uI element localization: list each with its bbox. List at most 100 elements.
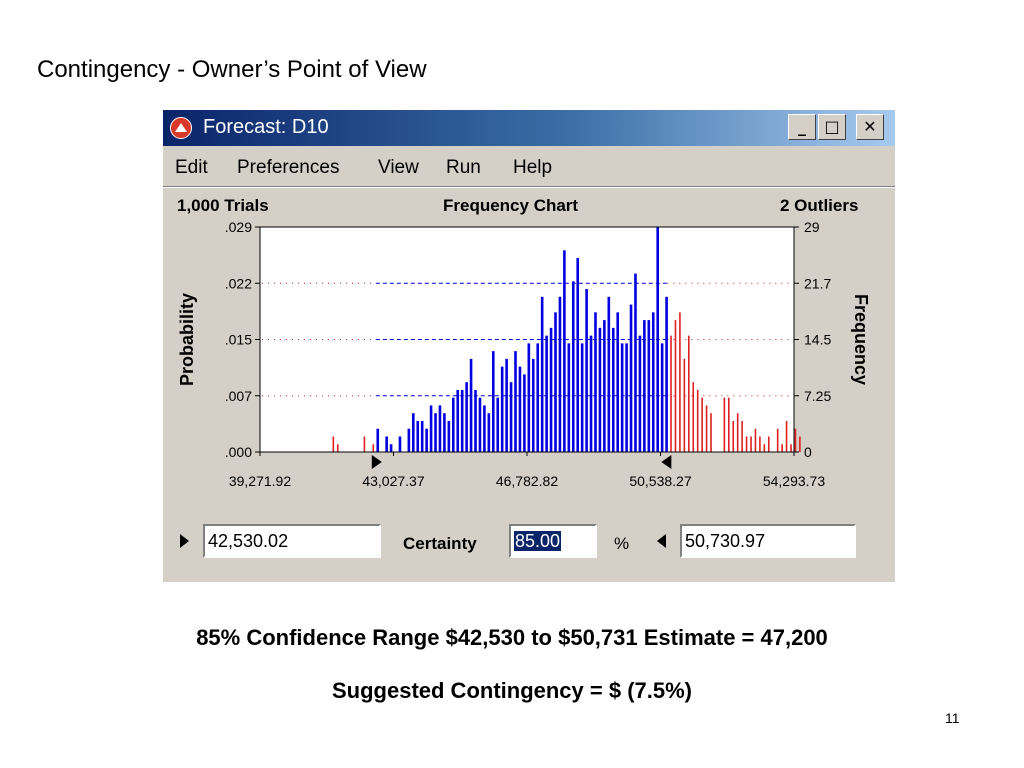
histogram-bar (389, 444, 393, 452)
histogram-bar (594, 312, 597, 452)
menu-run[interactable]: Run (446, 157, 481, 178)
histogram-bar (767, 436, 770, 452)
histogram-bar (483, 405, 486, 452)
y2-tick-label: 14.5 (804, 332, 831, 348)
histogram-bar (505, 358, 508, 452)
histogram-bar (647, 320, 651, 452)
histogram-bar (363, 436, 366, 452)
histogram-bar (692, 382, 695, 452)
y-tick-label: .007 (225, 388, 252, 404)
histogram-bar (545, 335, 548, 452)
maximize-button[interactable]: □ (818, 114, 846, 140)
x-tick-label: 43,027.37 (362, 473, 424, 489)
histogram-bar (656, 227, 659, 452)
y-axis-label: Probability (177, 293, 197, 386)
histogram-bar (416, 420, 420, 452)
histogram-bar (781, 444, 783, 452)
histogram-bar (398, 436, 402, 452)
histogram-bar (741, 420, 743, 452)
histogram-bar (607, 296, 611, 452)
histogram-bar (688, 335, 690, 452)
histogram-bar (491, 351, 495, 452)
percent-label: % (614, 534, 630, 553)
histogram-bar (750, 436, 752, 452)
histogram-bar (496, 397, 500, 452)
histogram-bar (500, 366, 504, 452)
histogram-bar (336, 444, 339, 452)
histogram-bar (585, 289, 588, 452)
histogram-bar (598, 327, 602, 452)
lower-bound-input[interactable] (203, 524, 381, 558)
histogram-bar (567, 343, 571, 452)
histogram-bar (670, 335, 672, 452)
histogram-bar (429, 405, 433, 452)
histogram-bar (705, 405, 708, 452)
histogram-bar (589, 335, 593, 452)
menu-view[interactable]: View (378, 157, 419, 178)
histogram-bar (638, 335, 642, 452)
histogram-bar (434, 413, 437, 452)
window-titlebar[interactable]: Forecast: D10 _ □ ✕ (163, 110, 895, 146)
menu-edit[interactable]: Edit (175, 157, 208, 178)
histogram-bar (727, 397, 730, 452)
page-number: 11 (945, 710, 960, 726)
histogram-bar (332, 436, 335, 452)
histogram-bar (723, 397, 726, 452)
histogram-bar (456, 389, 460, 452)
histogram-bar (763, 444, 766, 452)
y-tick-label: .029 (225, 219, 252, 235)
histogram-bar (611, 327, 615, 452)
histogram-bar (514, 351, 517, 452)
histogram-bar (554, 312, 557, 452)
histogram-bar (790, 444, 792, 452)
close-button[interactable]: ✕ (856, 114, 884, 140)
upper-bound-input[interactable] (680, 524, 856, 558)
histogram-bar (603, 320, 606, 452)
histogram-bar (518, 366, 522, 452)
forecast-window: Forecast: D10 _ □ ✕ Edit Preferences Vie… (163, 110, 895, 582)
histogram-bar (443, 413, 446, 452)
histogram-bar (799, 436, 801, 452)
crystal-ball-app-icon[interactable] (170, 117, 192, 139)
histogram-bar (754, 428, 757, 452)
histogram-bar (794, 428, 797, 452)
histogram-bar (785, 420, 788, 452)
frequency-chart: .000 .007 .015 .022 .029 0 7.25 14.5 21.7 29 39,27… (177, 219, 871, 489)
y-tick-label: .000 (225, 444, 252, 460)
histogram-bar (679, 312, 681, 452)
histogram-bar (465, 382, 468, 452)
histogram-bar (745, 436, 748, 452)
histogram-bar (412, 413, 415, 452)
minimize-button[interactable]: _ (788, 114, 816, 140)
histogram-bar (451, 397, 455, 452)
histogram-bar (478, 397, 482, 452)
histogram-bar (447, 420, 451, 452)
histogram-bar (736, 413, 739, 452)
histogram-bar (660, 343, 664, 452)
x-tick-label: 54,293.73 (763, 473, 825, 489)
menu-preferences[interactable]: Preferences (237, 157, 340, 178)
suggested-contingency-text: Suggested Contingency = $ (7.5%) (331, 678, 692, 703)
trials-count: 1,000 Trials (177, 196, 269, 215)
histogram-bar (651, 312, 655, 452)
y-tick-label: .022 (225, 275, 252, 291)
menu-help[interactable]: Help (513, 157, 553, 178)
histogram-bar (407, 428, 411, 452)
histogram-bar (540, 296, 544, 452)
y-tick-label: .015 (225, 332, 252, 348)
histogram-bar (683, 358, 686, 452)
histogram-bar (580, 343, 584, 452)
histogram-bar (420, 420, 424, 452)
histogram-bar (376, 428, 380, 452)
histogram-bar (385, 436, 388, 452)
histogram-bar (563, 250, 566, 452)
y2-axis-label: Frequency (851, 294, 871, 385)
window-title: Forecast: D10 (203, 116, 329, 138)
histogram-bar (620, 343, 624, 452)
histogram-bar (438, 405, 442, 452)
histogram-bar (487, 413, 491, 452)
histogram-bar (571, 281, 575, 452)
histogram-bar (509, 382, 513, 452)
certainty-input[interactable]: 85.00 (509, 524, 597, 558)
menu-divider (163, 186, 895, 188)
